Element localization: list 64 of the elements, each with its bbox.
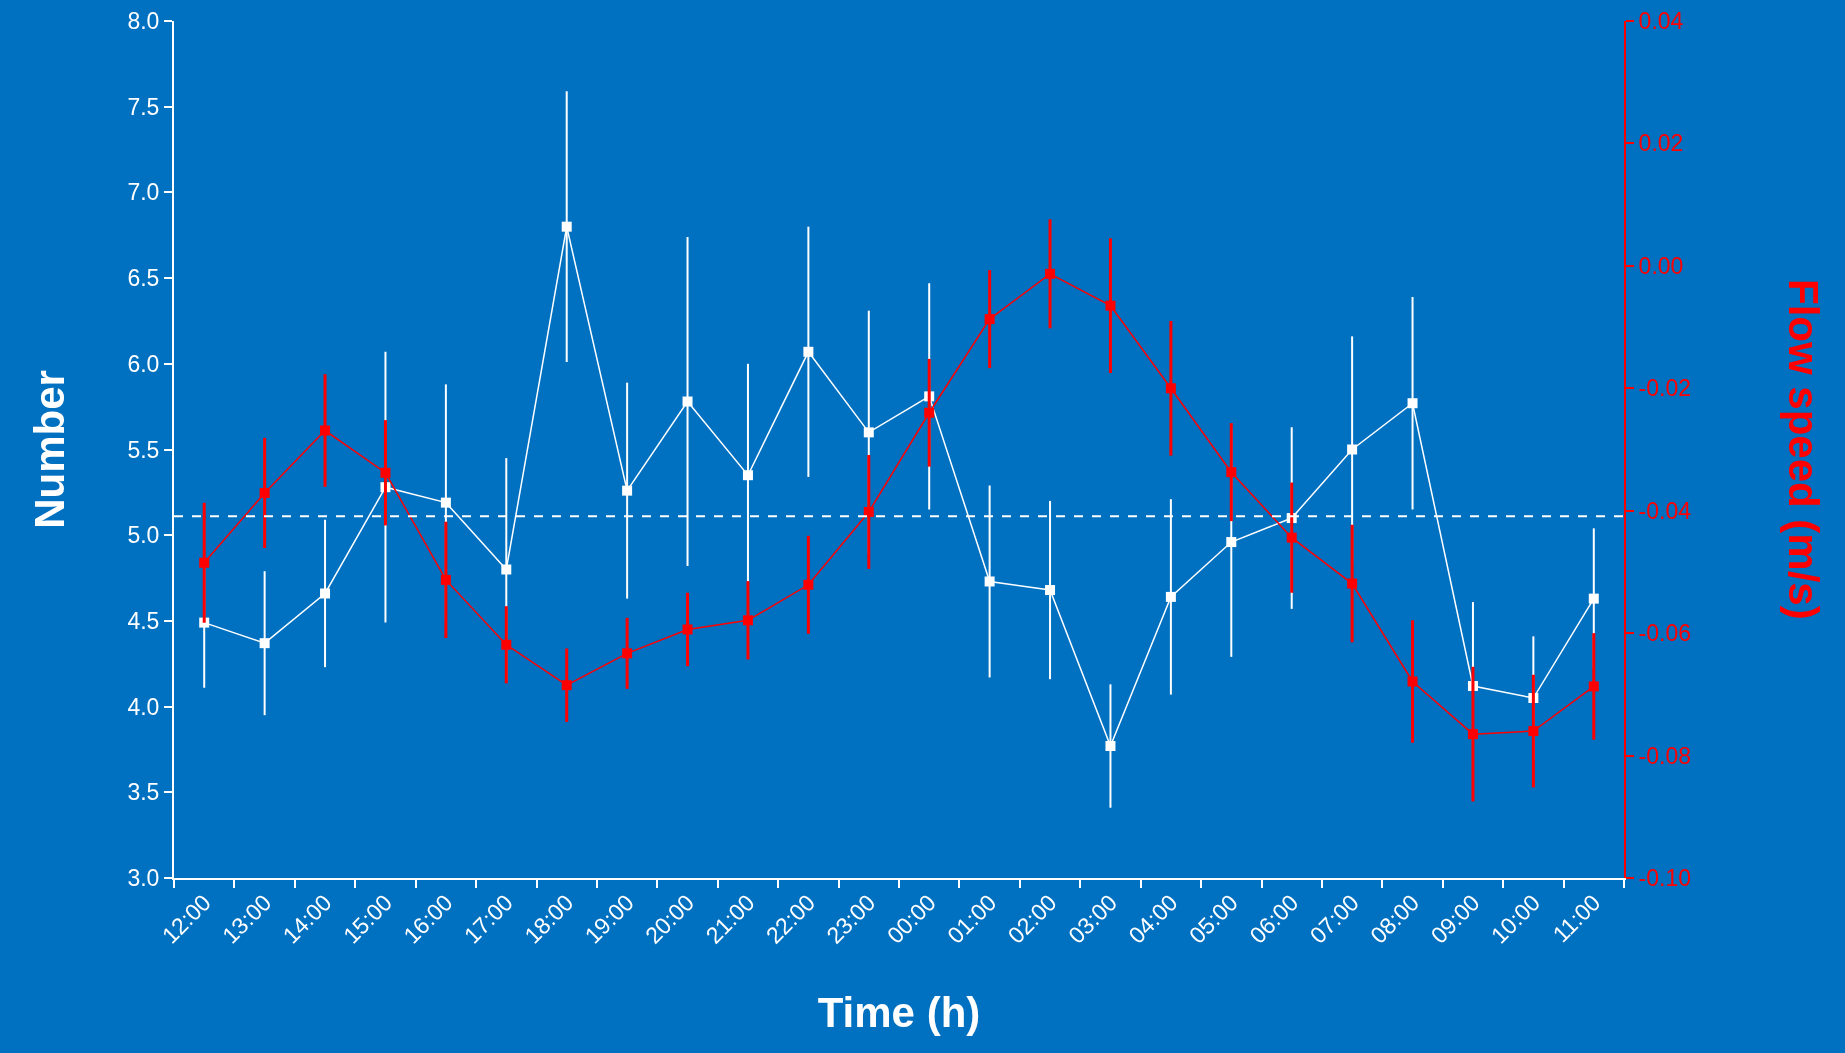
y-tick-label: 4.0	[127, 693, 160, 720]
y-tick-label: 5.5	[127, 436, 160, 463]
point	[1347, 444, 1358, 455]
point	[501, 639, 512, 650]
y-tick-label: 8.0	[127, 8, 160, 35]
point	[440, 574, 451, 585]
point	[1528, 726, 1539, 737]
point	[622, 485, 633, 496]
point	[1165, 591, 1176, 602]
y2-axis-title: Flow speed (m/s)	[1780, 279, 1827, 620]
point	[863, 427, 874, 438]
y-tick-label: 7.0	[127, 179, 160, 206]
point	[1588, 593, 1599, 604]
point	[1105, 741, 1116, 752]
point	[380, 467, 391, 478]
y-tick-label: 6.0	[127, 350, 160, 377]
y2-tick-label: -0.10	[1638, 865, 1692, 892]
point	[1105, 300, 1116, 311]
point	[1045, 268, 1056, 279]
point	[622, 648, 633, 659]
point	[1165, 383, 1176, 394]
point	[682, 396, 693, 407]
point	[863, 506, 874, 517]
point	[440, 497, 451, 508]
point	[984, 314, 995, 325]
point	[742, 470, 753, 481]
x-axis-title: Time (h)	[817, 988, 981, 1036]
y2-tick-label: -0.08	[1638, 742, 1692, 769]
y-tick-label: 7.5	[127, 93, 160, 120]
point	[1588, 681, 1599, 692]
point	[682, 624, 693, 635]
y-tick-label: 3.0	[127, 865, 160, 892]
point	[984, 576, 995, 587]
y-tick-label: 4.5	[127, 607, 160, 634]
point	[320, 425, 331, 436]
y-tick-label: 3.5	[127, 779, 160, 806]
y2-tick-label: -0.04	[1638, 497, 1692, 524]
y2-tick-label: -0.06	[1638, 620, 1692, 647]
point	[1407, 398, 1418, 409]
y-axis-title: Number	[25, 370, 73, 529]
point	[1286, 532, 1297, 543]
point	[1226, 467, 1237, 478]
point	[1347, 578, 1358, 589]
point	[1407, 676, 1418, 687]
point	[561, 221, 572, 232]
point	[320, 588, 331, 599]
point	[259, 487, 270, 498]
point	[1226, 537, 1237, 548]
point	[1467, 729, 1478, 740]
y2-tick-label: 0.00	[1638, 252, 1684, 279]
point	[1045, 585, 1056, 596]
y2-tick-label: -0.02	[1638, 375, 1692, 402]
y-tick-label: 6.5	[127, 265, 160, 292]
point	[742, 615, 753, 626]
point	[501, 564, 512, 575]
y2-tick-label: 0.04	[1638, 8, 1684, 35]
point	[259, 638, 270, 649]
point	[561, 680, 572, 691]
y-tick-label: 5.0	[127, 522, 160, 549]
point	[803, 579, 814, 590]
point	[803, 346, 814, 357]
point	[199, 557, 210, 568]
point	[924, 407, 935, 418]
y2-tick-label: 0.02	[1638, 130, 1684, 157]
